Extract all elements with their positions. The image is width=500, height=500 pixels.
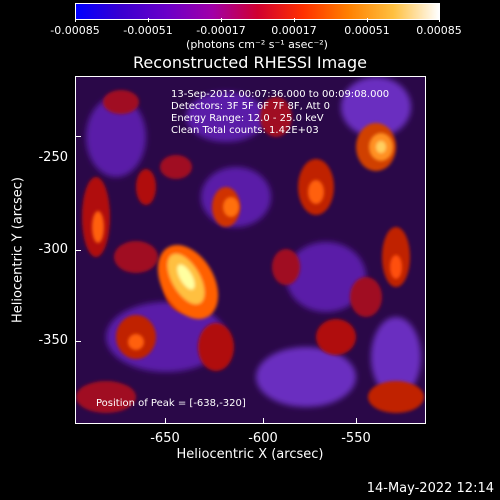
- rhessi-image: 13-Sep-2012 00:07:36.000 to 00:09:08.000…: [75, 76, 426, 424]
- y-tick-label: -300: [38, 242, 68, 257]
- y-tick: [75, 341, 81, 342]
- colorbar-tick: [367, 18, 368, 22]
- info-energy-range: Energy Range: 12.0 - 25.0 keV: [171, 113, 324, 124]
- y-tick-label: -350: [38, 333, 68, 348]
- y-tick: [75, 250, 81, 251]
- plot-title: Reconstructed RHESSI Image: [133, 53, 367, 72]
- x-tick: [165, 418, 166, 424]
- colorbar-tick: [148, 18, 149, 22]
- info-time-range: 13-Sep-2012 00:07:36.000 to 00:09:08.000: [171, 89, 390, 100]
- y-tick-label: -250: [38, 150, 68, 165]
- colorbar-tick-label: 0.00051: [344, 24, 390, 37]
- info-total-counts: Clean Total counts: 1.42E+03: [171, 125, 319, 136]
- colorbar-tick: [221, 18, 222, 22]
- x-axis-label: Heliocentric X (arcsec): [176, 447, 324, 462]
- colorbar-tick-label: 0.00085: [416, 24, 462, 37]
- x-tick-label: -550: [341, 431, 371, 446]
- y-tick: [75, 136, 81, 137]
- peak-position-label: Position of Peak = [-638,-320]: [96, 398, 246, 409]
- colorbar-tick: [294, 18, 295, 22]
- colorbar-tick: [75, 18, 76, 22]
- colorbar-tick-label: -0.00051: [123, 24, 173, 37]
- colorbar-tick-label: -0.00085: [50, 24, 100, 37]
- x-tick-label: -650: [150, 431, 180, 446]
- info-detectors: Detectors: 3F 5F 6F 7F 8F, Att 0: [171, 101, 331, 112]
- colorbar-units: (photons cm⁻² s⁻¹ asec⁻²): [186, 38, 328, 51]
- x-tick: [356, 418, 357, 424]
- colorbar-tick-label: 0.00017: [271, 24, 317, 37]
- colorbar: [75, 3, 440, 20]
- colorbar-tick: [439, 18, 440, 22]
- colorbar-tick-label: -0.00017: [196, 24, 246, 37]
- timestamp: 14-May-2022 12:14: [366, 481, 494, 496]
- x-tick: [263, 418, 264, 424]
- x-tick-label: -600: [248, 431, 278, 446]
- y-axis-label: Heliocentric Y (arcsec): [10, 177, 26, 323]
- rhessi-image-svg: [76, 77, 425, 423]
